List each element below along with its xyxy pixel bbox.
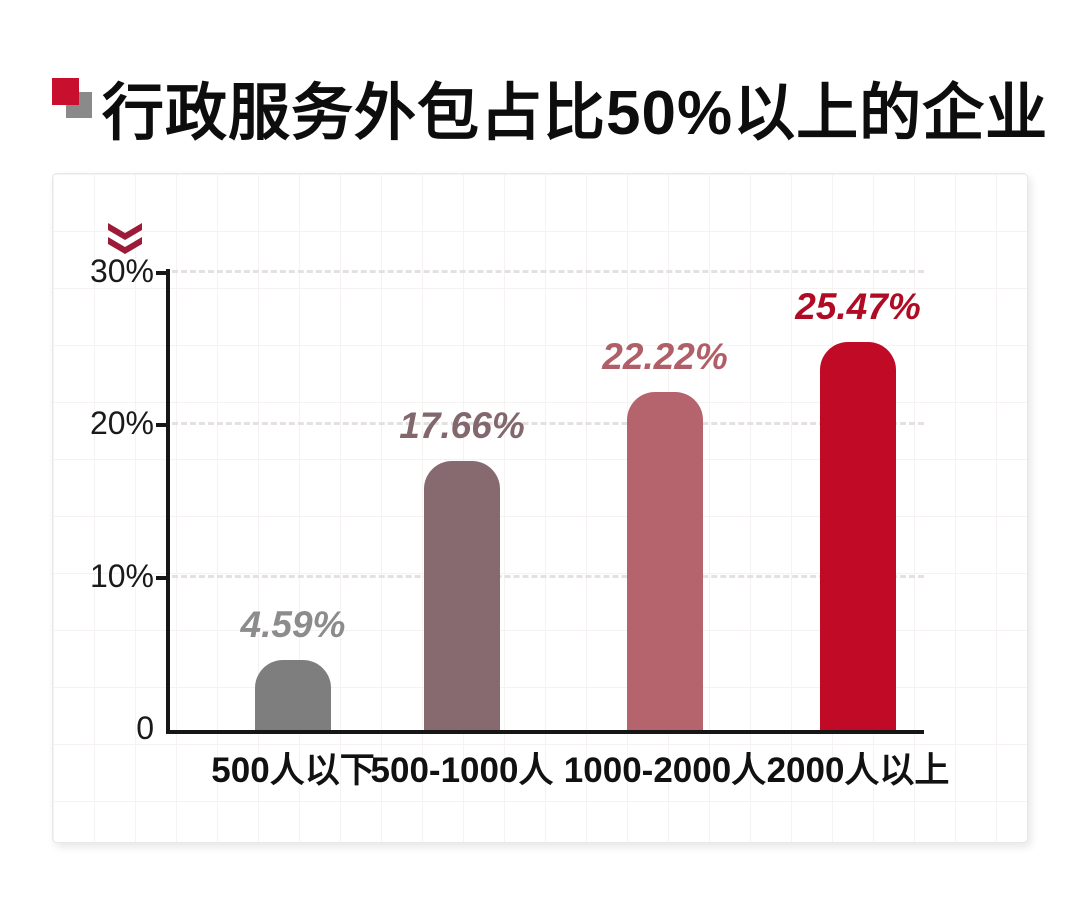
y-axis-tick <box>156 423 168 427</box>
page-title: 行政服务外包占比50%以上的企业 <box>102 79 1049 148</box>
y-axis-tick <box>156 271 168 275</box>
y-axis-label: 10% <box>89 558 154 594</box>
y-axis-label: 0 <box>136 710 154 746</box>
y-axis-label: 20% <box>89 405 154 441</box>
y-axis-label: 30% <box>89 253 154 289</box>
bar <box>627 392 703 730</box>
bullet-red-square <box>52 78 79 105</box>
gridline <box>172 270 924 273</box>
gridline <box>172 575 924 578</box>
overlapping-squares-icon <box>52 78 94 120</box>
y-axis-tick <box>156 576 168 580</box>
bar <box>255 660 331 730</box>
bar-value-label: 22.22% <box>602 336 728 377</box>
x-axis-label: 500人以下 <box>211 751 375 790</box>
x-axis-label: 2000人以上 <box>766 751 950 790</box>
x-axis-label: 500-1000人 <box>370 751 554 790</box>
bar-value-label: 4.59% <box>240 604 346 645</box>
bar-value-label: 25.47% <box>795 286 921 327</box>
x-axis-label: 1000-2000人 <box>563 751 767 790</box>
chart-card: 0 10% 20% 30% 4.59% 500人以下 17.66% 500-1000人 22.2… <box>52 173 1028 843</box>
bar <box>424 461 500 730</box>
gridline <box>172 422 924 425</box>
double-chevron-down-icon <box>108 223 142 254</box>
plot-area: 0 10% 20% 30% 4.59% 500人以下 17.66% 500-1000人 22.2… <box>90 255 949 790</box>
bar <box>820 342 896 730</box>
header: 行政服务外包占比50%以上的企业 <box>0 0 1080 173</box>
bar-value-label: 17.66% <box>399 405 525 446</box>
